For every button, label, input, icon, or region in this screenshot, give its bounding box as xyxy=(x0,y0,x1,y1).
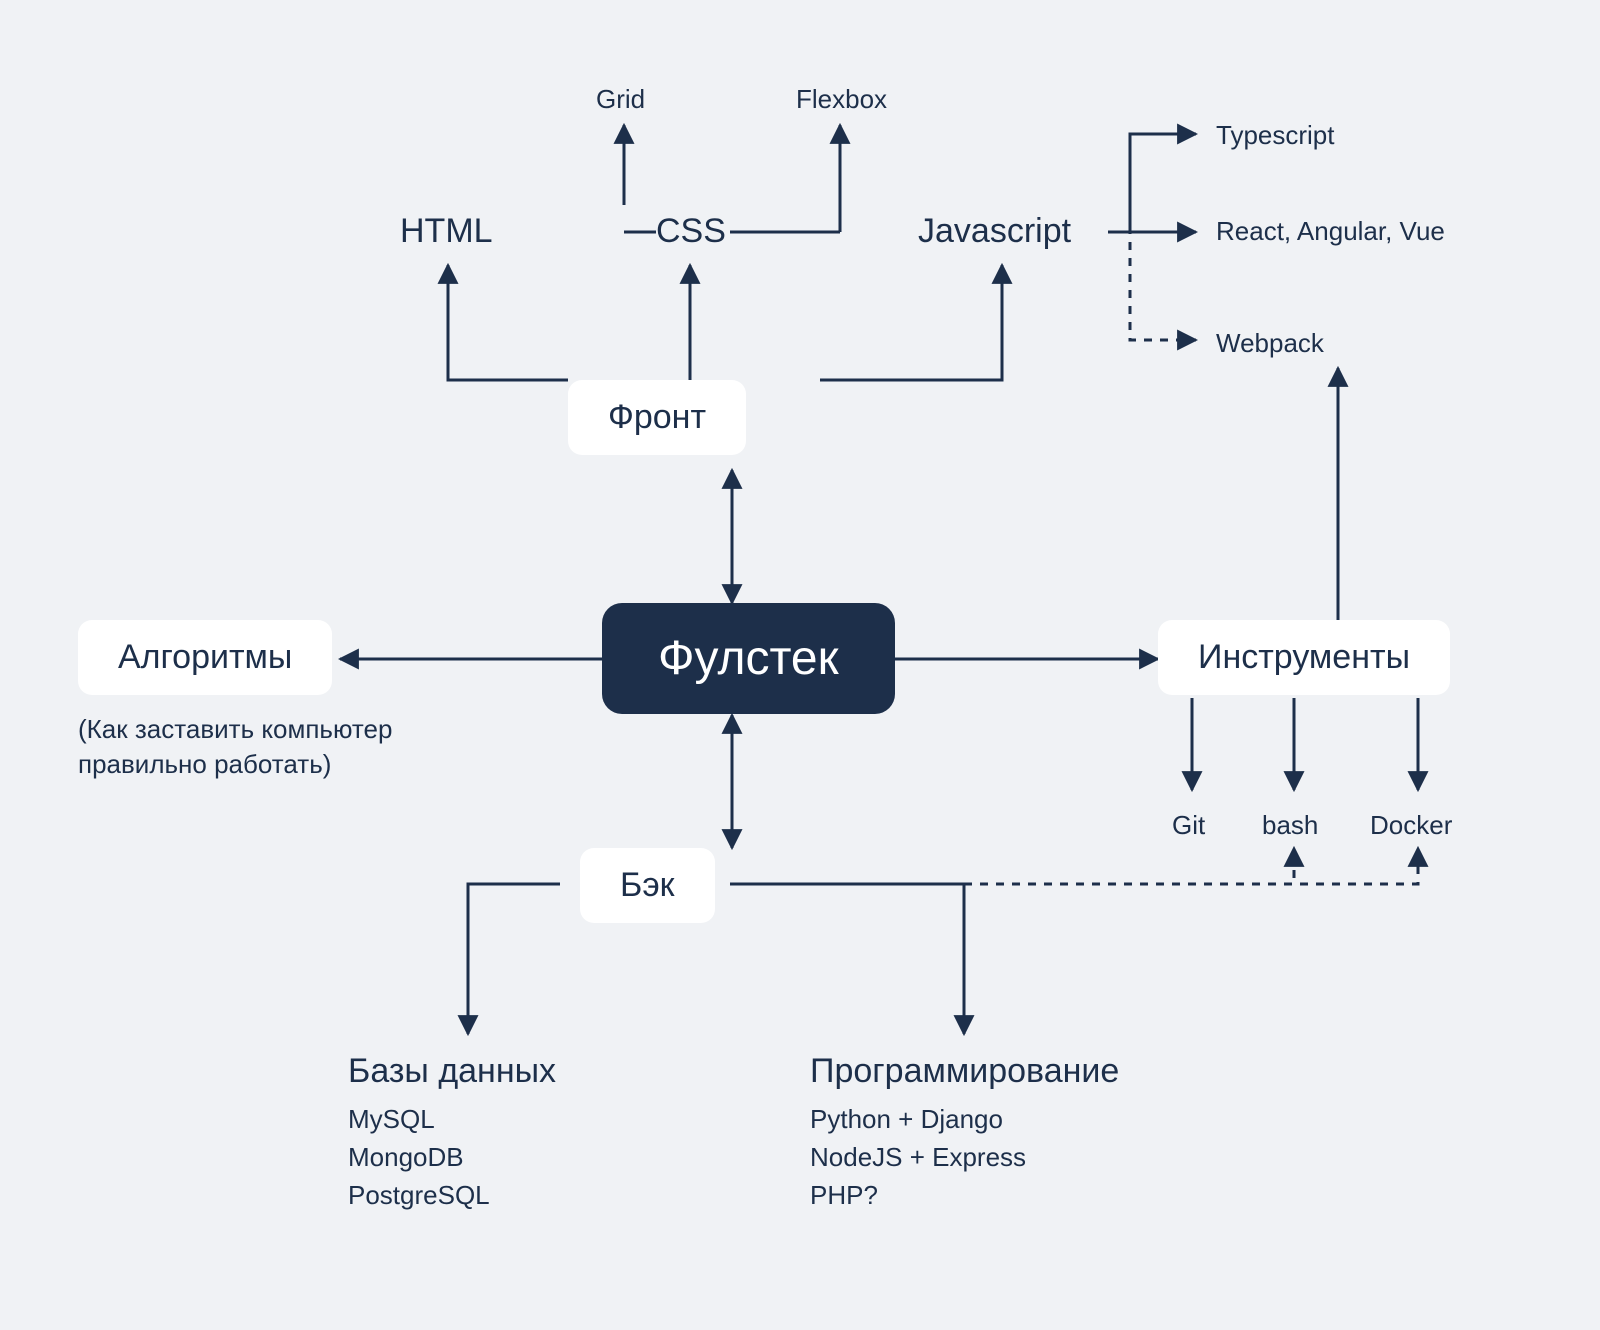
node-back: Бэк xyxy=(580,848,715,923)
node-flexbox: Flexbox xyxy=(796,82,887,117)
edge xyxy=(740,848,1294,884)
node-git: Git xyxy=(1172,808,1205,843)
node-prog-head: Программирование xyxy=(810,1052,1119,1091)
diagram-canvas: Фулстек Фронт Бэк Алгоритмы Инструменты HTML C… xyxy=(0,0,1600,1330)
node-prog-1: NodeJS + Express xyxy=(810,1140,1026,1175)
node-db-head: Базы данных xyxy=(348,1052,556,1091)
node-html: HTML xyxy=(400,212,493,251)
node-docker: Docker xyxy=(1370,808,1452,843)
node-webpack: Webpack xyxy=(1216,326,1324,361)
edge xyxy=(730,884,964,1034)
edge xyxy=(1108,134,1196,232)
edge xyxy=(1108,232,1196,340)
node-grid: Grid xyxy=(596,82,645,117)
node-db-0: MySQL xyxy=(348,1102,435,1137)
node-bash: bash xyxy=(1262,808,1318,843)
node-prog-0: Python + Django xyxy=(810,1102,1003,1137)
edge xyxy=(820,265,1002,380)
edge xyxy=(448,265,568,380)
node-algo-cap: (Как заставить компьютер правильно работ… xyxy=(78,712,398,782)
node-prog-2: PHP? xyxy=(810,1178,878,1213)
node-algo: Алгоритмы xyxy=(78,620,332,695)
node-ts: Typescript xyxy=(1216,118,1335,153)
node-front: Фронт xyxy=(568,380,746,455)
node-tools: Инструменты xyxy=(1158,620,1450,695)
node-react: React, Angular, Vue xyxy=(1216,214,1456,249)
edge xyxy=(740,848,1418,884)
edge xyxy=(468,884,560,1034)
node-center: Фулстек xyxy=(602,603,895,714)
node-db-2: PostgreSQL xyxy=(348,1178,490,1213)
node-js: Javascript xyxy=(918,212,1071,251)
node-css: CSS xyxy=(656,212,726,251)
node-db-1: MongoDB xyxy=(348,1140,464,1175)
